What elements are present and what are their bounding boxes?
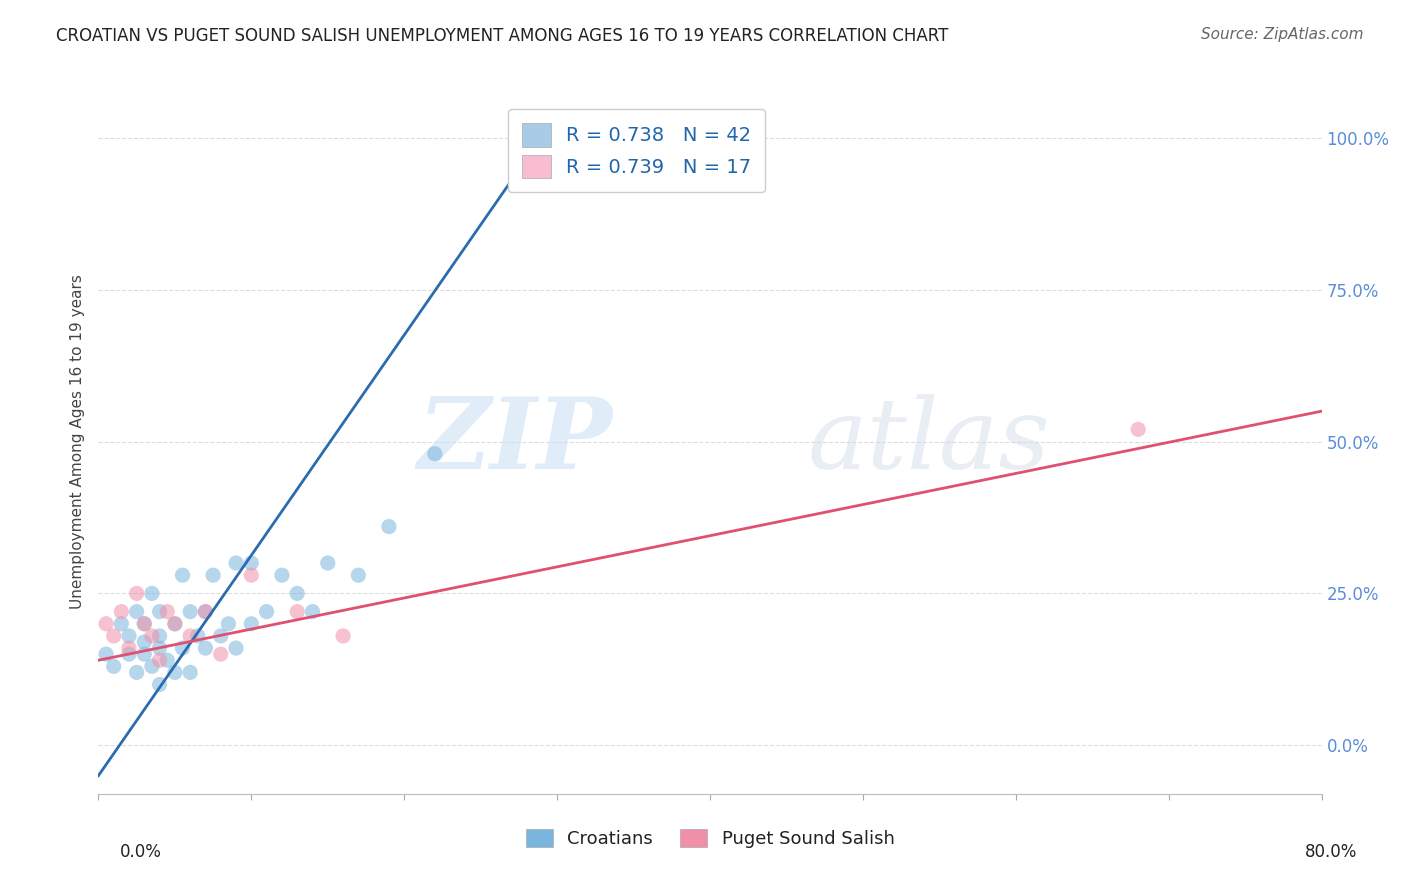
Point [163,616,186,631]
Point [149,653,172,667]
Point [125,665,148,680]
Point [285,605,308,619]
Point [316,556,339,570]
Text: 80.0%: 80.0% [1305,843,1357,861]
Point [156,653,179,667]
Text: Source: ZipAtlas.com: Source: ZipAtlas.com [1201,27,1364,42]
Point [134,635,156,649]
Point [149,641,172,656]
Point [240,568,263,582]
Point [1128,422,1150,436]
Point [149,629,172,643]
Text: 0.0%: 0.0% [120,843,162,861]
Point [156,605,179,619]
Point [141,586,163,600]
Point [179,605,201,619]
Point [240,556,263,570]
Point [94,647,117,661]
Point [110,616,132,631]
Point [172,568,194,582]
Point [125,605,148,619]
Point [423,447,446,461]
Point [270,568,292,582]
Text: CROATIAN VS PUGET SOUND SALISH UNEMPLOYMENT AMONG AGES 16 TO 19 YEARS CORRELATIO: CROATIAN VS PUGET SOUND SALISH UNEMPLOYM… [56,27,949,45]
Point [110,605,132,619]
Point [225,641,247,656]
Point [194,641,217,656]
Y-axis label: Unemployment Among Ages 16 to 19 years: Unemployment Among Ages 16 to 19 years [69,274,84,609]
Point [172,641,194,656]
Point [194,605,217,619]
Point [194,605,217,619]
Text: ZIP: ZIP [418,393,612,490]
Point [301,605,323,619]
Point [141,659,163,673]
Text: atlas: atlas [808,394,1050,489]
Point [209,629,232,643]
Point [225,556,247,570]
Point [332,629,354,643]
Point [179,665,201,680]
Point [187,629,209,643]
Point [163,665,186,680]
Point [103,629,125,643]
Point [347,568,370,582]
Point [516,130,538,145]
Point [285,586,308,600]
Point [179,629,201,643]
Point [118,641,141,656]
Point [118,647,141,661]
Point [378,519,401,533]
Point [202,568,225,582]
Legend: Croatians, Puget Sound Salish: Croatians, Puget Sound Salish [519,822,901,855]
Point [149,605,172,619]
Point [217,616,239,631]
Point [149,677,172,691]
Point [134,647,156,661]
Point [256,605,278,619]
Point [209,647,232,661]
Point [141,629,163,643]
Point [125,586,148,600]
Point [240,616,263,631]
Point [103,659,125,673]
Point [134,616,156,631]
Point [118,629,141,643]
Point [163,616,186,631]
Point [94,616,117,631]
Point [134,616,156,631]
